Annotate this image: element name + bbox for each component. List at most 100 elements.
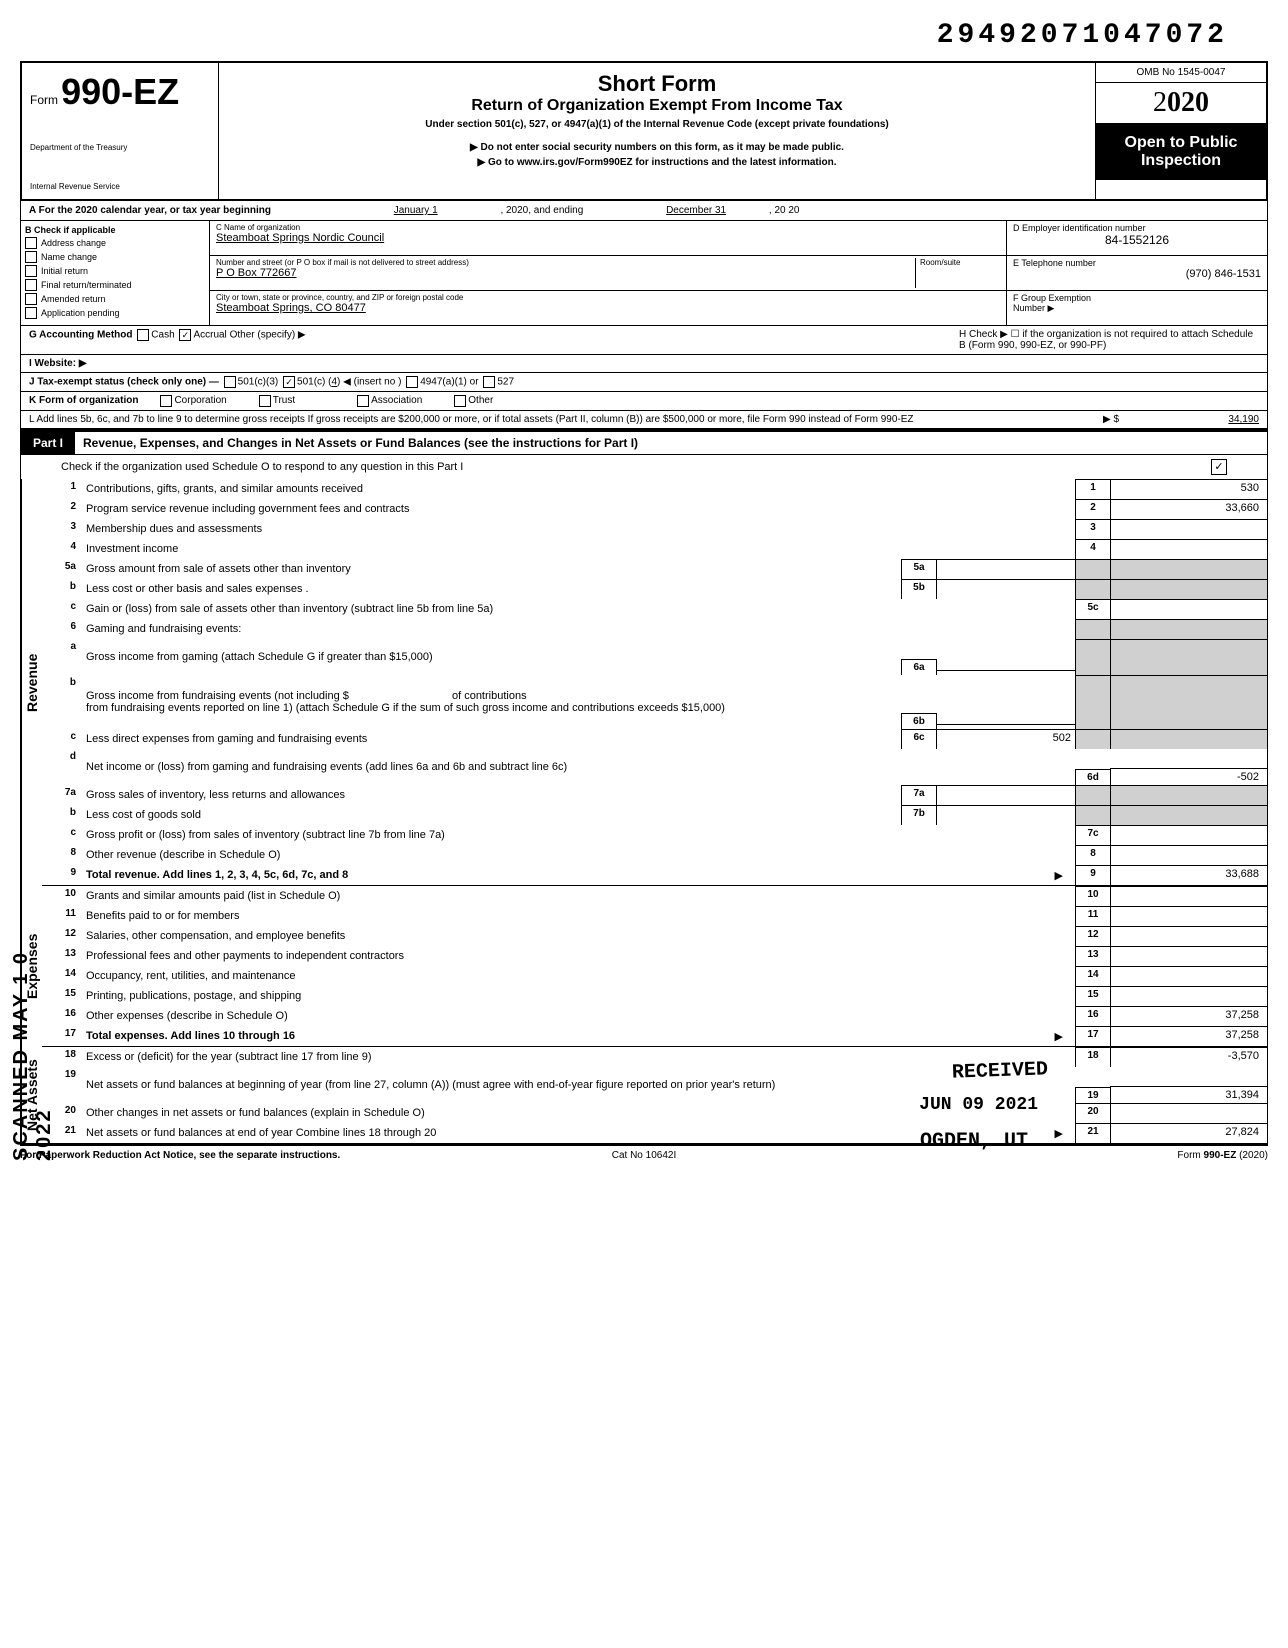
chk-4947[interactable] [406,376,418,388]
line-14: 14 Occupancy, rent, utilities, and maint… [42,966,1267,986]
open-public-2: Inspection [1100,152,1262,170]
row-a-mid: , 2020, and ending [500,205,583,216]
chk-application-pending[interactable]: Application pending [25,307,205,319]
paperwork-notice: For Paperwork Reduction Act Notice, see … [20,1150,340,1161]
addr-row: Number and street (or P O box if mail is… [210,256,1006,291]
org-name-value: Steamboat Springs Nordic Council [216,232,1000,244]
row-a-label: A For the 2020 calendar year, or tax yea… [29,205,271,216]
chk-initial-return[interactable]: Initial return [25,265,205,277]
other-specify: Other (specify) ▶ [230,330,306,341]
line-5b: b Less cost or other basis and sales exp… [42,579,1267,599]
row-l-arrow: ▶ $ [1059,414,1119,425]
revenue-label: Revenue [21,479,42,886]
row-k-label: K Form of organization [29,395,138,407]
net-assets-section: Net Assets 18 Excess or (deficit) for th… [20,1047,1268,1144]
row-g-label: G Accounting Method [29,330,133,341]
group-exemption-row: F Group Exemption Number ▶ [1007,291,1267,325]
form-ref: Form 990-EZ (2020) [852,1150,1268,1161]
part-1-sub-text: Check if the organization used Schedule … [61,461,463,473]
row-l-text: L Add lines 5b, 6c, and 7b to line 9 to … [29,414,1059,425]
phone-row: E Telephone number (970) 846-1531 [1007,256,1267,291]
phone-label: E Telephone number [1013,258,1261,268]
row-l: L Add lines 5b, 6c, and 7b to line 9 to … [20,411,1268,430]
header-center: Short Form Return of Organization Exempt… [219,63,1095,199]
line-11: 11 Benefits paid to or for members 11 [42,906,1267,926]
chk-501c3[interactable] [224,376,236,388]
room-suite-label: Room/suite [915,258,1000,288]
tax-year: 20202020 [1096,83,1266,124]
note-2: ▶ Go to www.irs.gov/Form990EZ for instru… [227,157,1087,168]
line-20: 20 Other changes in net assets or fund b… [42,1103,1267,1123]
row-g: G Accounting Method Cash ✓Accrual Other … [20,326,1268,355]
header-right: OMB No 1545-0047 20202020 Open to Public… [1095,63,1266,199]
chk-other-org[interactable] [454,395,466,407]
note-1: ▶ Do not enter social security numbers o… [227,142,1087,153]
line-2: 2 Program service revenue including gove… [42,499,1267,519]
part-1-sub: Check if the organization used Schedule … [20,455,1268,479]
line-3: 3 Membership dues and assessments 3 [42,519,1267,539]
year-end-month: December 31 [666,205,726,216]
chk-527[interactable] [483,376,495,388]
org-name-label: C Name of organization [216,223,1000,232]
year-begin: January 1 [394,205,438,216]
addr-value: P O Box 772667 [216,267,915,279]
chk-trust[interactable] [259,395,271,407]
line-17: 17 Total expenses. Add lines 10 through … [42,1026,1267,1047]
chk-cash[interactable] [137,329,149,341]
row-k: K Form of organization Corporation Trust… [20,392,1268,411]
part-1-title: Revenue, Expenses, and Changes in Net As… [75,432,1267,454]
document-id: 29492071047072 [20,20,1268,51]
line-19: 19 Net assets or fund balances at beginn… [42,1067,1267,1103]
line-8: 8 Other revenue (describe in Schedule O)… [42,845,1267,865]
chk-accrual[interactable]: ✓ [179,329,191,341]
dept-irs: Internal Revenue Service [30,182,210,191]
chk-name-change[interactable]: Name change [25,251,205,263]
website-label: I Website: ▶ [29,358,87,369]
line-18: 18 Excess or (deficit) for the year (sub… [42,1047,1267,1067]
org-name-row: C Name of organization Steamboat Springs… [210,221,1006,256]
line-6d: d Net income or (loss) from gaming and f… [42,749,1267,785]
revenue-section: Revenue 1 Contributions, gifts, grants, … [20,479,1268,886]
scanned-stamp: SCANNED MAY 1 0 2022 [10,920,56,1161]
row-a-tax-year: A For the 2020 calendar year, or tax yea… [20,201,1268,221]
section-c: C Name of organization Steamboat Springs… [210,221,1006,325]
bottom-bar: For Paperwork Reduction Act Notice, see … [20,1144,1268,1161]
received-stamp: RECEIVED [952,1058,1049,1084]
row-j-label: J Tax-exempt status (check only one) — [29,377,219,388]
group-exemption-label-1: F Group Exemption [1013,293,1261,303]
row-j: J Tax-exempt status (check only one) — 5… [20,373,1268,392]
ogden-stamp: OGDEN, UT [920,1130,1028,1153]
line-7a: 7a Gross sales of inventory, less return… [42,785,1267,805]
line-12: 12 Salaries, other compensation, and emp… [42,926,1267,946]
year-end-year: , 20 20 [769,205,800,216]
line-6a: a Gross income from gaming (attach Sched… [42,639,1267,675]
line-16: 16 Other expenses (describe in Schedule … [42,1006,1267,1026]
ein-value: 84-1552126 [1013,233,1261,247]
expenses-section: Expenses 10 Grants and similar amounts p… [20,886,1268,1047]
part-1-label: Part I [21,432,75,454]
omb-number: OMB No 1545-0047 [1096,63,1266,83]
line-15: 15 Printing, publications, postage, and … [42,986,1267,1006]
section-def: D Employer identification number 84-1552… [1006,221,1267,325]
line-9: 9 Total revenue. Add lines 1, 2, 3, 4, 5… [42,865,1267,886]
line-6c: c Less direct expenses from gaming and f… [42,729,1267,749]
title-note: Under section 501(c), 527, or 4947(a)(1)… [227,119,1087,130]
line-6: 6 Gaming and fundraising events: [42,619,1267,639]
line-10: 10 Grants and similar amounts paid (list… [42,886,1267,906]
chk-final-return[interactable]: Final return/terminated [25,279,205,291]
row-i: I Website: ▶ [20,355,1268,373]
open-to-public: Open to Public Inspection [1096,124,1266,180]
title-sub: Return of Organization Exempt From Incom… [227,97,1087,115]
addr-label: Number and street (or P O box if mail is… [216,258,915,267]
form-container: 29492071047072 Form 990-EZ Department of… [20,20,1268,1161]
chk-corporation[interactable] [160,395,172,407]
part-1-checkbox[interactable]: ✓ [1211,459,1227,475]
chk-amended[interactable]: Amended return [25,293,205,305]
chk-association[interactable] [357,395,369,407]
header: Form 990-EZ Department of the Treasury I… [20,61,1268,201]
chk-501c[interactable]: ✓ [283,376,295,388]
group-exemption-label-2: Number ▶ [1013,303,1261,314]
chk-address-change[interactable]: Address change [25,237,205,249]
line-5c: c Gain or (loss) from sale of assets oth… [42,599,1267,619]
section-b-header: B Check if applicable [25,225,116,235]
